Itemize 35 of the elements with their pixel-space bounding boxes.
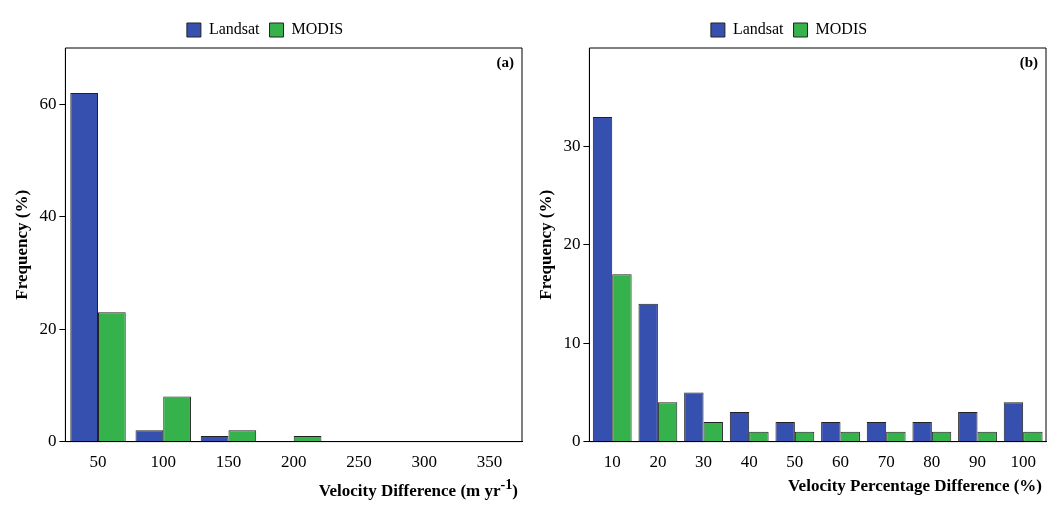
y-axis-title: Frequency (%): [535, 189, 555, 300]
x-tick-label: 50: [89, 452, 107, 472]
x-tick-label: 80: [923, 452, 941, 472]
x-tick-label: 100: [150, 452, 176, 472]
x-tick-label: 20: [649, 452, 667, 472]
annotation: (b): [1019, 54, 1038, 72]
annotation: (a): [496, 54, 514, 72]
x-tick-label: 100: [1010, 452, 1036, 472]
x-tick-label: 200: [280, 452, 307, 472]
y-tick-label: 60: [39, 93, 57, 113]
y-axis-title: Frequency (%): [11, 189, 31, 300]
y-tick-label: 20: [39, 318, 57, 338]
y-tick-label: 40: [39, 206, 57, 226]
x-tick-label: 50: [786, 452, 804, 472]
x-axis-title: Velocity Percentage Difference (%): [786, 476, 1043, 497]
legend-label: Landsat: [732, 20, 785, 38]
x-tick-label: 10: [603, 452, 621, 472]
x-tick-label: 350: [476, 452, 503, 472]
y-tick-label: 0: [571, 431, 581, 451]
y-tick-label: 0: [47, 431, 57, 451]
x-tick-label: 40: [740, 452, 758, 472]
x-axis-title: Velocity Difference (m yr$^{-1}$): [317, 476, 519, 502]
x-tick-label: 90: [969, 452, 987, 472]
y-tick-label: 20: [563, 234, 581, 254]
y-tick-label: 10: [563, 332, 581, 352]
x-tick-label: 60: [832, 452, 850, 472]
x-tick-label: 150: [215, 452, 242, 472]
legend-label: MODIS: [291, 20, 344, 38]
legend-label: Landsat: [208, 20, 261, 38]
x-tick-label: 70: [877, 452, 895, 472]
x-tick-label: 300: [411, 452, 437, 472]
y-tick-label: 30: [563, 135, 581, 155]
x-tick-label: 30: [695, 452, 713, 472]
legend-label: MODIS: [815, 20, 868, 38]
x-tick-label: 250: [346, 452, 372, 472]
